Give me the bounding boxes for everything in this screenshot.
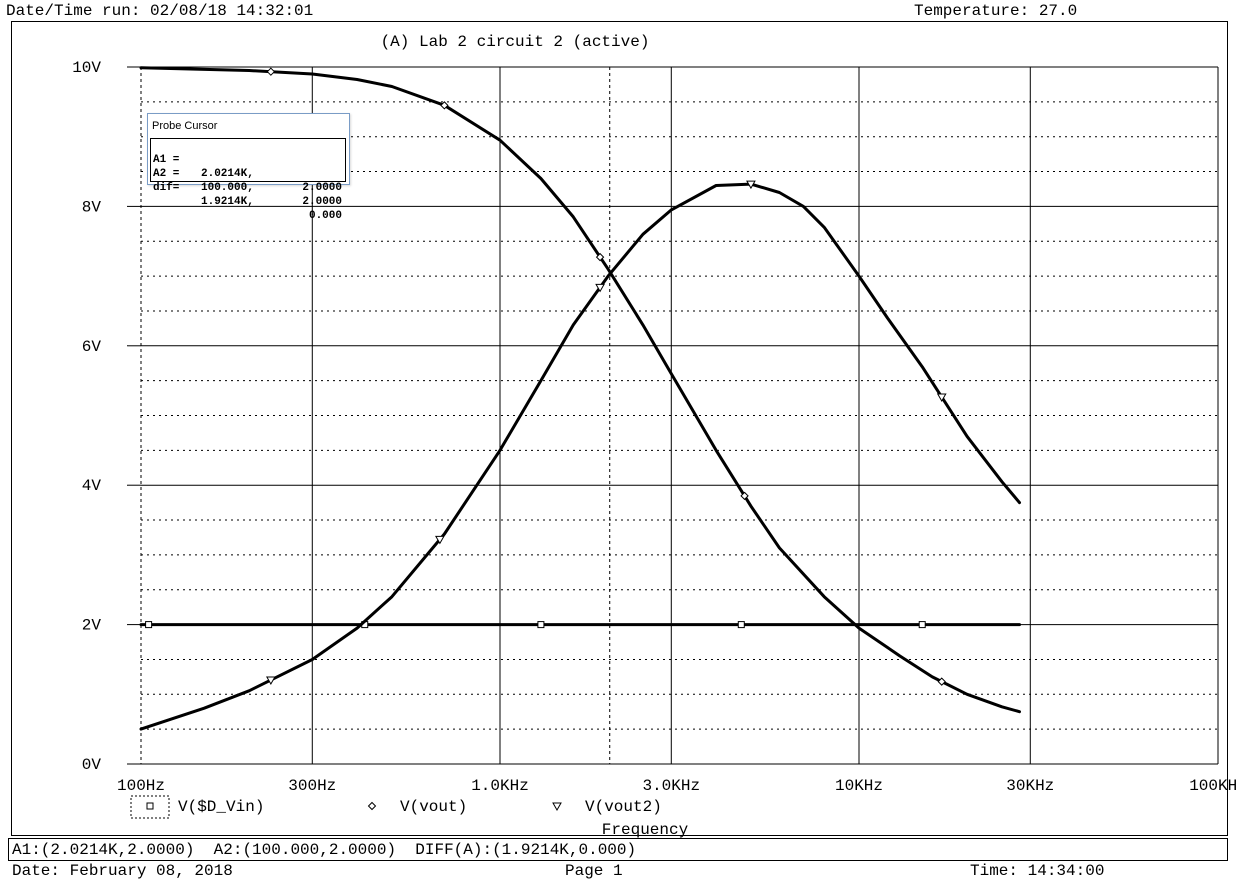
probe-row-a1: A1 = 2.0214K, 2.0000 bbox=[151, 139, 345, 194]
x-tick-label: 3.0KHz bbox=[642, 777, 700, 795]
probe-cursor-title: Probe Cursor bbox=[152, 120, 218, 132]
legend-focus-box bbox=[130, 795, 170, 819]
x-tick-label: 1.0KHz bbox=[471, 777, 529, 795]
labels-layer: 0V 2V 4V 6V 8V 10V 100Hz 300Hz 1.0KHz 3.0KHz 10KHz… bbox=[72, 59, 1237, 795]
cursor-readout: A1:(2.0214K,2.0000) A2:(100.000,2.0000) … bbox=[12, 841, 637, 859]
probe-row-y: 2.0000 bbox=[302, 196, 342, 208]
series-marker bbox=[936, 393, 947, 403]
x-axis-label: Frequency bbox=[602, 821, 689, 839]
probe-row-x: 1.9214K, bbox=[201, 196, 254, 208]
series-marker bbox=[265, 676, 276, 686]
plot-window-frame bbox=[11, 21, 1228, 836]
series-marker bbox=[266, 67, 276, 76]
probe-row-x: 2.0214K, bbox=[201, 168, 254, 180]
series-marker bbox=[595, 283, 605, 293]
series-marker bbox=[145, 621, 153, 629]
x-tick-label: 300Hz bbox=[288, 777, 336, 795]
footer-page: Page 1 bbox=[565, 862, 623, 880]
series-marker bbox=[737, 621, 745, 629]
y-tick-label: 10V bbox=[72, 59, 101, 77]
legend: V($D_Vin) V(vout) V(vout2) bbox=[130, 795, 662, 819]
run-datetime-label: Date/Time run: 02/08/18 14:32:01 bbox=[6, 2, 314, 20]
legend-label: V($D_Vin) bbox=[178, 798, 264, 816]
probe-row-a2: A2 = 100.000, 2.0000 bbox=[151, 153, 345, 208]
series-marker bbox=[435, 535, 445, 545]
probe-row-y: 2.0000 bbox=[302, 182, 342, 194]
y-tick-label: 2V bbox=[82, 617, 102, 635]
y-tick-label: 8V bbox=[82, 198, 102, 216]
footer-date: Date: February 08, 2018 bbox=[12, 862, 233, 880]
y-tick-label: 4V bbox=[82, 477, 102, 495]
series-marker bbox=[740, 491, 749, 501]
x-tick-label: 10KHz bbox=[835, 777, 883, 795]
footer-time: Time: 14:34:00 bbox=[970, 862, 1105, 880]
legend-marker bbox=[367, 801, 377, 811]
series-marker bbox=[918, 621, 926, 629]
y-tick-label: 6V bbox=[82, 338, 102, 356]
x-tick-label: 30KHz bbox=[1006, 777, 1054, 795]
cursor-readout-box bbox=[8, 838, 1228, 861]
probe-row-y: 0.000 bbox=[308, 210, 342, 222]
legend-marker bbox=[146, 802, 154, 810]
series-marker bbox=[537, 621, 545, 629]
series-marker bbox=[440, 101, 449, 110]
y-tick-label: 0V bbox=[82, 756, 102, 774]
legend-label: V(vout) bbox=[400, 798, 467, 816]
x-tick-label: 100KHz bbox=[1189, 777, 1237, 795]
grid-layer bbox=[141, 66, 1219, 765]
series-marker bbox=[746, 180, 756, 190]
probe-cursor-table: A1 = 2.0214K, 2.0000 A2 = 100.000, 2.000… bbox=[150, 138, 346, 222]
chart-title: (A) Lab 2 circuit 2 (active) bbox=[381, 33, 650, 51]
legend-marker bbox=[552, 802, 562, 812]
probe-row-dif: dif= 1.9214K, 0.000 bbox=[151, 167, 345, 222]
axes-layer bbox=[127, 66, 611, 765]
probe-row-name: A1 = bbox=[153, 154, 180, 166]
series-line bbox=[139, 182, 1021, 731]
temperature-label: Temperature: 27.0 bbox=[914, 2, 1078, 20]
legend-label: V(vout2) bbox=[585, 798, 662, 816]
traces-layer bbox=[139, 66, 1021, 731]
series-line bbox=[139, 66, 1021, 714]
series-marker bbox=[937, 677, 946, 686]
x-tick-label: 100Hz bbox=[117, 777, 165, 795]
probe-row-x: 100.000, bbox=[201, 182, 254, 194]
series-marker bbox=[595, 252, 605, 262]
probe-cursor-window[interactable]: Probe Cursor A1 = 2.0214K, 2.0000 A2 = 1… bbox=[147, 113, 350, 222]
probe-row-name: A2 = bbox=[153, 168, 180, 180]
probe-row-name: dif= bbox=[153, 182, 180, 194]
